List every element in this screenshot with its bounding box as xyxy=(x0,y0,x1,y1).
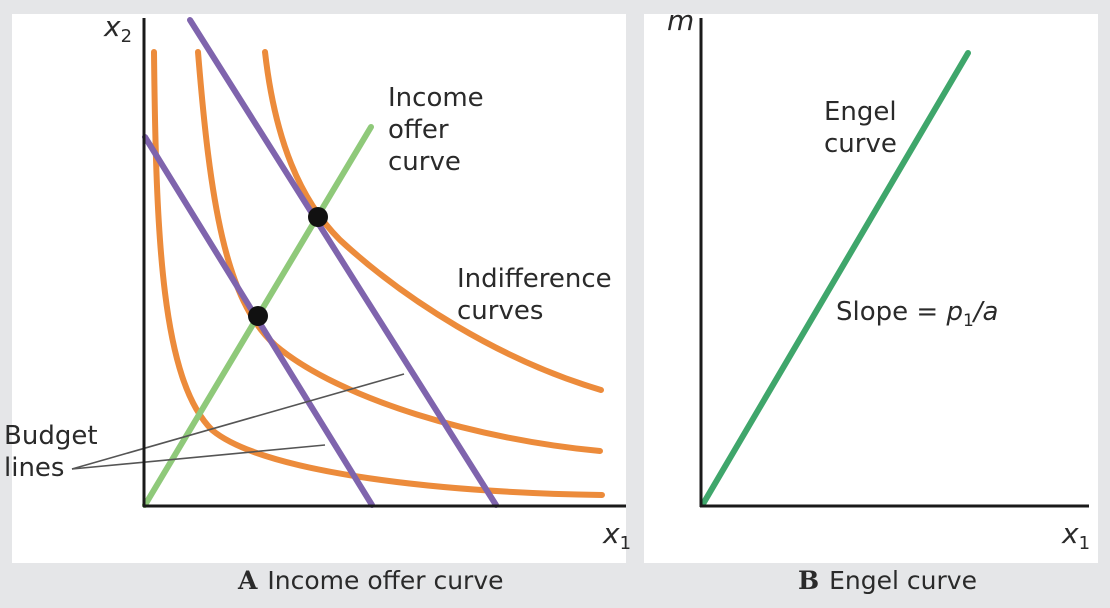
indifference-curve-1 xyxy=(151,49,605,498)
panel-b-caption: B Engel curve xyxy=(798,566,977,595)
panel-a: x2 x1 Income offer curve Indifference cu… xyxy=(4,10,631,554)
panel-a-x-axis-label: x1 xyxy=(602,517,631,554)
panel-a-caption: A Income offer curve xyxy=(237,566,504,595)
budget-pointer-1 xyxy=(71,373,405,470)
panel-a-y-axis-label: x2 xyxy=(103,10,132,47)
panel-b-y-axis-label: m xyxy=(667,4,694,37)
budget-line-2 xyxy=(187,17,499,508)
indifference-curves-label: Indifference curves xyxy=(457,264,620,326)
indifference-curve-3 xyxy=(262,49,604,393)
tangency-point-2 xyxy=(308,207,328,227)
panel-b: m x1 Engel curve Slope = p1/a xyxy=(667,4,1090,554)
tangency-point-1 xyxy=(248,306,268,326)
engel-curve xyxy=(700,50,971,507)
budget-lines-label: Budget lines xyxy=(4,421,106,483)
panel-b-x-axis-label: x1 xyxy=(1061,517,1090,554)
slope-label: Slope = p1/a xyxy=(836,297,999,331)
engel-curve-label: Engel curve xyxy=(824,97,905,159)
budget-pointer-2 xyxy=(71,444,326,470)
income-offer-label: Income offer curve xyxy=(388,83,492,177)
